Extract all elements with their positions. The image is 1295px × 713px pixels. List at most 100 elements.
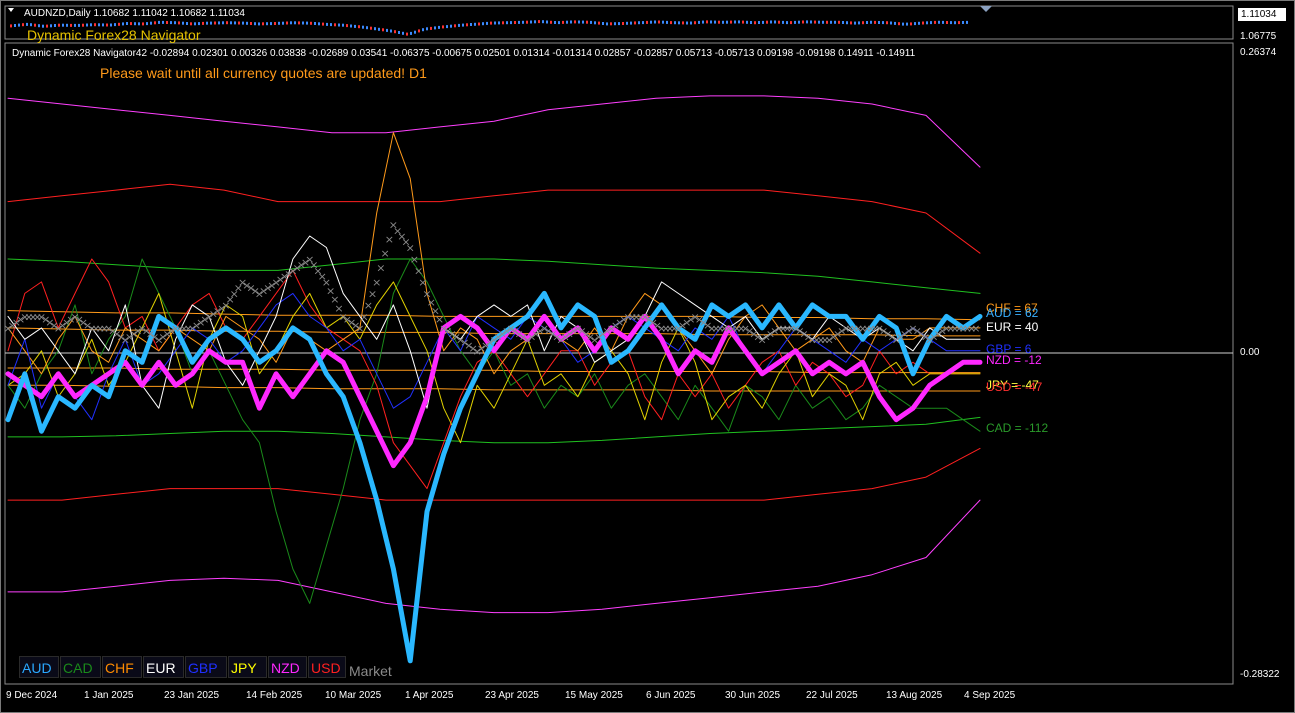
- price-candle: [942, 20, 944, 24]
- market-marker: ×: [506, 322, 515, 335]
- market-marker: ×: [330, 293, 339, 306]
- price-candle: [294, 21, 296, 25]
- price-candle: [458, 23, 460, 27]
- market-marker: ×: [192, 319, 201, 332]
- current-price-tag: 1.11034: [1238, 8, 1286, 21]
- price-candle: [562, 20, 564, 24]
- series-eur-line: [7, 235, 981, 409]
- price-candle: [838, 20, 840, 24]
- currency-button-chf[interactable]: CHF: [102, 656, 142, 678]
- price-candle: [634, 21, 636, 25]
- price-candle: [578, 20, 580, 24]
- market-marker: ×: [133, 325, 142, 338]
- x-tick-label: 6 Jun 2025: [646, 690, 696, 701]
- price-candle: [270, 22, 272, 26]
- price-candle: [158, 20, 160, 24]
- market-marker: ×: [175, 322, 184, 335]
- currency-button-usd[interactable]: USD: [308, 656, 346, 678]
- end-label: GBP = 6: [986, 342, 1032, 356]
- market-marker: ×: [393, 224, 402, 237]
- price-candle: [154, 21, 156, 25]
- market-marker: ×: [573, 322, 582, 335]
- price-candle: [662, 20, 664, 24]
- market-marker: ×: [456, 333, 465, 346]
- price-candle: [902, 22, 904, 26]
- price-candle: [390, 29, 392, 33]
- price-candle: [830, 20, 832, 24]
- market-marker: ×: [435, 313, 444, 326]
- price-candle: [926, 21, 928, 25]
- price-candle: [234, 21, 236, 25]
- x-tick-label: 23 Jan 2025: [164, 690, 220, 701]
- market-marker: ×: [49, 319, 58, 332]
- x-tick-label: 13 Aug 2025: [886, 690, 943, 701]
- price-candle: [574, 20, 576, 24]
- price-candle: [90, 23, 92, 27]
- price-candle: [606, 22, 608, 26]
- price-candle: [162, 20, 164, 24]
- price-candle: [470, 23, 472, 26]
- price-candle: [382, 28, 384, 32]
- price-candle: [626, 21, 628, 25]
- price-candle: [22, 23, 24, 27]
- price-candle: [782, 20, 784, 24]
- currency-lines: [5, 132, 983, 664]
- currency-button-aud[interactable]: AUD: [19, 656, 59, 678]
- currency-button-cad[interactable]: CAD: [60, 656, 101, 678]
- shift-marker-icon[interactable]: [980, 6, 992, 12]
- price-candle: [530, 20, 532, 24]
- price-panel: [4, 5, 1234, 40]
- price-candle: [654, 20, 656, 24]
- price-candle: [762, 20, 764, 24]
- price-candle: [214, 21, 216, 25]
- market-marker: ×: [502, 325, 511, 338]
- price-candle: [322, 22, 324, 26]
- market-marker: ×: [284, 267, 293, 280]
- price-candle: [558, 21, 560, 25]
- market-marker: ×: [670, 322, 679, 335]
- market-marker: ×: [204, 310, 213, 323]
- market-marker: ×: [62, 316, 71, 329]
- market-marker: ×: [385, 233, 394, 246]
- currency-button-nzd[interactable]: NZD: [268, 656, 307, 678]
- price-candle: [418, 29, 420, 33]
- price-candle: [538, 20, 540, 24]
- price-candle: [814, 20, 816, 24]
- market-marker: ×: [427, 296, 436, 309]
- market-marker: ×: [238, 276, 247, 289]
- price-candle: [66, 23, 68, 27]
- market-marker: ×: [686, 313, 695, 326]
- market-marker: ×: [590, 333, 599, 346]
- market-marker: ×: [406, 242, 415, 255]
- market-button[interactable]: Market: [349, 663, 392, 679]
- price-candle: [426, 27, 428, 31]
- market-marker: ×: [125, 331, 134, 344]
- price-candle: [46, 24, 48, 28]
- price-candle: [370, 26, 372, 30]
- price-candle: [774, 20, 776, 24]
- currency-button-gbp[interactable]: GBP: [185, 656, 227, 678]
- market-marker: ×: [556, 333, 565, 346]
- price-candle: [110, 23, 112, 27]
- price-candle: [314, 22, 316, 25]
- price-candle: [666, 20, 668, 24]
- market-marker: ×: [695, 313, 704, 326]
- collapse-triangle-icon[interactable]: [8, 8, 14, 12]
- market-marker: ×: [372, 276, 381, 289]
- market-marker: ×: [770, 325, 779, 338]
- price-candle: [282, 21, 284, 25]
- price-candle: [590, 20, 592, 24]
- price-candle: [890, 21, 892, 25]
- market-marker: ×: [703, 319, 712, 332]
- price-candle: [310, 21, 312, 25]
- price-candle: [638, 21, 640, 25]
- band-line: [7, 310, 981, 321]
- price-candle: [290, 21, 292, 25]
- indicator-name: Dynamic Forex28 Navigator: [27, 27, 201, 43]
- currency-button-eur[interactable]: EUR: [143, 656, 184, 678]
- currency-button-jpy[interactable]: JPY: [228, 656, 267, 678]
- market-marker: ×: [636, 310, 645, 323]
- market-marker: ×: [699, 316, 708, 329]
- price-candle: [326, 22, 328, 26]
